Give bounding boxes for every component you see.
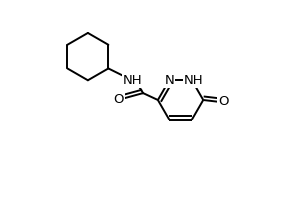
Text: N: N	[164, 74, 174, 87]
Text: NH: NH	[122, 74, 142, 87]
Text: NH: NH	[184, 74, 203, 87]
Text: O: O	[114, 93, 124, 106]
Text: O: O	[218, 95, 229, 108]
